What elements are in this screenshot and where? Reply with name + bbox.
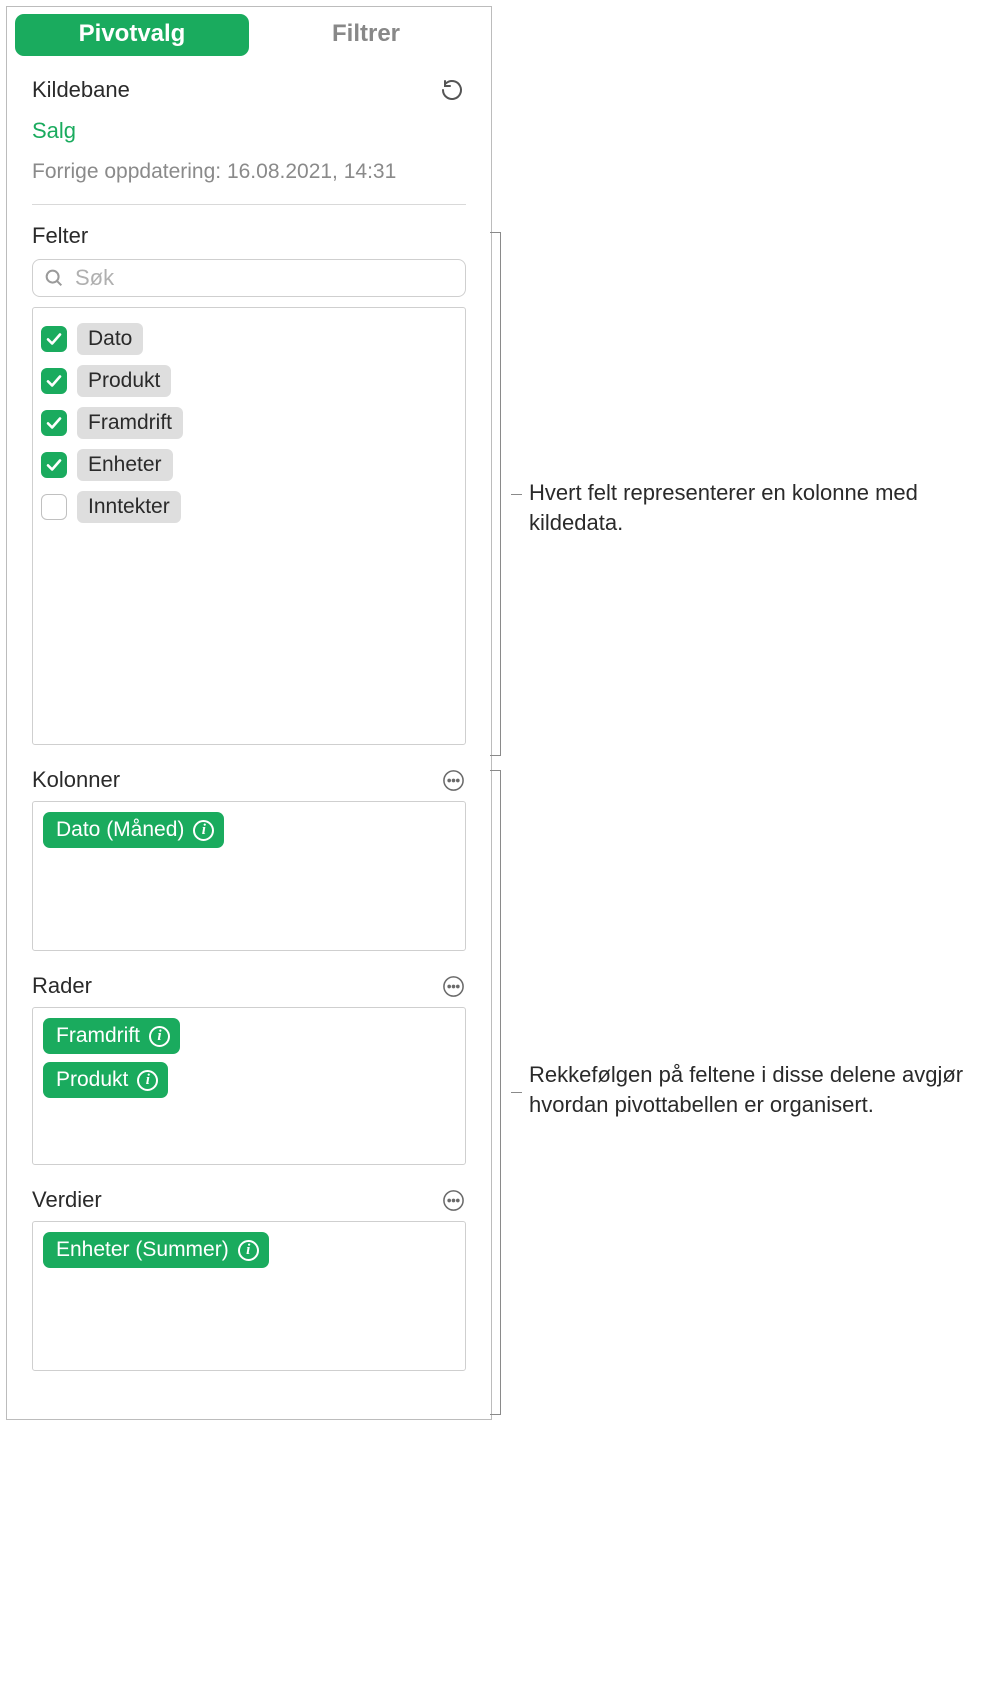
check-icon: [45, 456, 63, 474]
columns-zone-more-button[interactable]: [441, 768, 466, 793]
callout-lead-zones: [511, 1092, 522, 1093]
field-chip[interactable]: Inntekter: [77, 491, 181, 523]
fields-heading: Felter: [32, 223, 466, 249]
values-drop-zone[interactable]: Enheter (Summer) i: [32, 1221, 466, 1371]
zone-pill[interactable]: Enheter (Summer) i: [43, 1232, 269, 1268]
info-icon[interactable]: i: [149, 1026, 170, 1047]
tab-bar: Pivotvalg Filtrer: [7, 7, 491, 58]
field-chip[interactable]: Enheter: [77, 449, 173, 481]
ellipsis-circle-icon: [442, 769, 465, 792]
zone-pill-label: Produkt: [56, 1068, 128, 1092]
columns-zone-heading: Kolonner: [32, 767, 120, 793]
fields-list: Dato Produkt Framdrift Enheter Inntekter: [32, 307, 466, 745]
field-checkbox[interactable]: [41, 410, 67, 436]
ellipsis-circle-icon: [442, 1189, 465, 1212]
field-row: Framdrift: [41, 402, 457, 444]
source-path-heading: Kildebane: [32, 77, 130, 103]
source-last-update: Forrige oppdatering: 16.08.2021, 14:31: [32, 160, 466, 184]
rows-zone-heading: Rader: [32, 973, 92, 999]
field-checkbox[interactable]: [41, 494, 67, 520]
info-icon[interactable]: i: [193, 820, 214, 841]
tab-pivot-options[interactable]: Pivotvalg: [15, 14, 249, 56]
field-row: Produkt: [41, 360, 457, 402]
check-icon: [45, 330, 63, 348]
ellipsis-circle-icon: [442, 975, 465, 998]
zone-pill-label: Dato (Måned): [56, 818, 184, 842]
callout-lead-fields: [511, 494, 522, 495]
field-row: Dato: [41, 318, 457, 360]
field-checkbox[interactable]: [41, 452, 67, 478]
check-icon: [45, 414, 63, 432]
field-checkbox[interactable]: [41, 368, 67, 394]
callout-bracket-fields: [500, 232, 501, 756]
info-icon[interactable]: i: [238, 1240, 259, 1261]
rows-zone-more-button[interactable]: [441, 974, 466, 999]
search-field-wrap[interactable]: [32, 259, 466, 297]
callout-bracket-zones: [500, 770, 501, 1415]
zone-pill[interactable]: Dato (Måned) i: [43, 812, 224, 848]
callout-text-fields: Hvert felt representerer en kolonne med …: [529, 478, 949, 537]
info-icon[interactable]: i: [137, 1070, 158, 1091]
refresh-icon: [440, 78, 464, 102]
field-chip[interactable]: Framdrift: [77, 407, 183, 439]
field-chip[interactable]: Produkt: [77, 365, 171, 397]
field-row: Inntekter: [41, 486, 457, 528]
zone-pill-label: Enheter (Summer): [56, 1238, 229, 1262]
values-zone-more-button[interactable]: [441, 1188, 466, 1213]
search-icon: [43, 267, 65, 289]
check-icon: [45, 372, 63, 390]
search-input[interactable]: [75, 265, 455, 291]
divider: [32, 204, 466, 205]
field-row: Enheter: [41, 444, 457, 486]
field-chip[interactable]: Dato: [77, 323, 143, 355]
tab-filter[interactable]: Filtrer: [249, 14, 483, 56]
zone-pill[interactable]: Produkt i: [43, 1062, 168, 1098]
source-name: Salg: [32, 118, 466, 144]
rows-drop-zone[interactable]: Framdrift i Produkt i: [32, 1007, 466, 1165]
callout-text-zones: Rekkefølgen på feltene i disse delene av…: [529, 1060, 969, 1119]
refresh-button[interactable]: [438, 76, 466, 104]
zone-pill[interactable]: Framdrift i: [43, 1018, 180, 1054]
pivot-options-panel: Pivotvalg Filtrer Kildebane Salg Forrige…: [6, 6, 492, 1420]
field-checkbox[interactable]: [41, 326, 67, 352]
values-zone-heading: Verdier: [32, 1187, 102, 1213]
columns-drop-zone[interactable]: Dato (Måned) i: [32, 801, 466, 951]
zone-pill-label: Framdrift: [56, 1024, 140, 1048]
